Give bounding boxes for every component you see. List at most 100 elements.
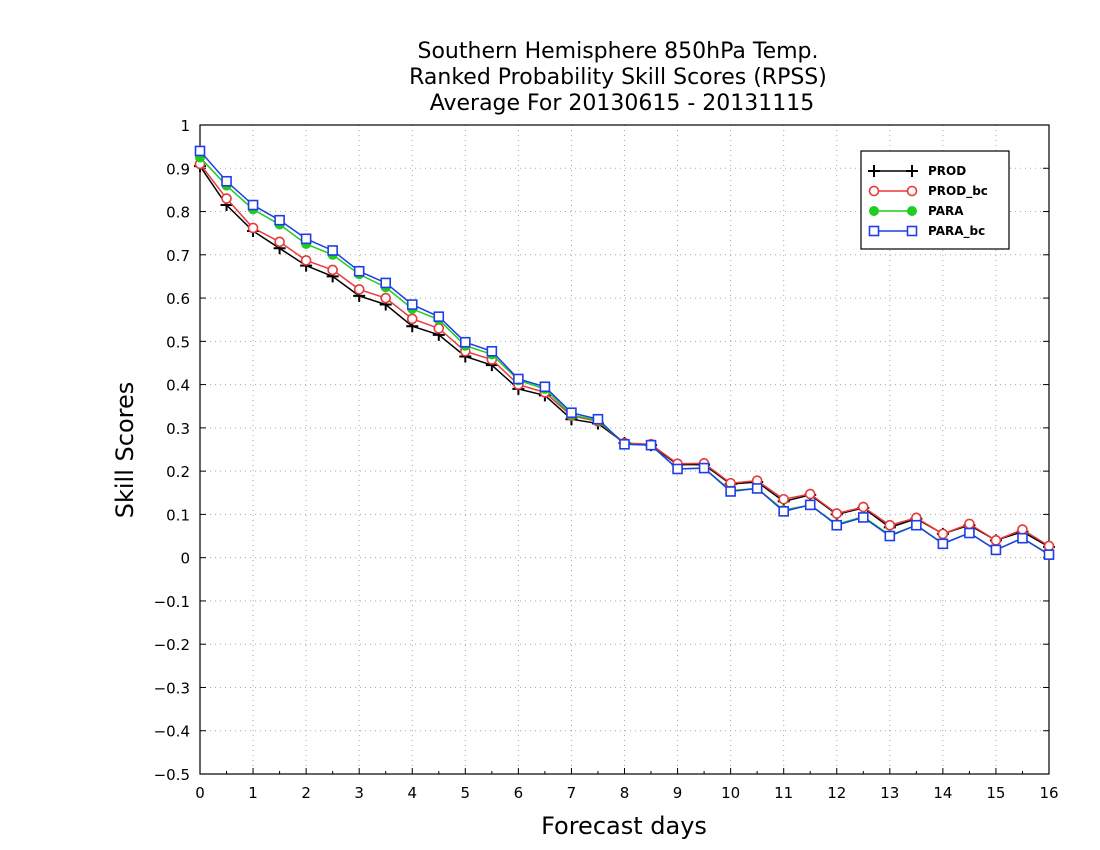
legend-item-prod-bc: PROD_bc	[868, 184, 988, 199]
data-point	[751, 483, 763, 494]
data-point	[353, 265, 365, 277]
x-tick-label: 4	[407, 784, 417, 802]
data-point	[804, 499, 816, 511]
data-point	[406, 299, 418, 310]
data-point	[274, 236, 285, 248]
data-point	[964, 518, 975, 530]
data-point	[513, 373, 524, 385]
y-tick-label: 0.1	[166, 506, 190, 524]
data-point	[1017, 532, 1028, 544]
x-tick-label: 3	[354, 784, 364, 802]
legend-box	[860, 150, 1010, 250]
title-line-3: Average For 20130615 - 20131115	[430, 91, 815, 116]
title-line-2: Ranked Probability Skill Scores (RPSS)	[409, 65, 827, 90]
y-tick-label: −0.2	[154, 636, 190, 654]
data-point	[884, 519, 896, 531]
y-tick-label: 0.9	[166, 160, 190, 178]
x-tick-label: 9	[673, 784, 683, 802]
data-point	[353, 284, 365, 295]
y-tick-label: −0.1	[154, 593, 190, 611]
y-tick-label: −0.3	[154, 679, 190, 697]
y-tick-label: 0	[180, 550, 190, 568]
data-point	[221, 175, 232, 187]
data-point	[884, 530, 896, 542]
data-point	[274, 214, 285, 226]
x-tick-labels: 0 1 2 3 4 5 6 7 8 9 10 11 12 13 14 15 16	[195, 784, 1058, 802]
x-tick-label: 0	[195, 784, 205, 802]
data-point	[911, 519, 922, 531]
legend-marker	[868, 165, 880, 177]
x-tick-label: 10	[721, 784, 740, 802]
data-point	[645, 439, 657, 451]
data-point	[300, 233, 312, 245]
data-point	[566, 407, 577, 419]
data-point	[380, 277, 392, 289]
x-tick-label: 5	[461, 784, 471, 802]
grid-lines	[200, 125, 1049, 774]
y-tick-label: 0.6	[166, 290, 190, 308]
x-tick-label: 1	[248, 784, 258, 802]
legend: PROD PROD_bc PARA PARA_bc	[860, 150, 1010, 250]
y-tick-labels: −0.5 −0.4 −0.3 −0.2 −0.1 0 0.1 0.2 0.3 0.4 0.5 0.6 0…	[154, 117, 190, 784]
data-point	[990, 535, 1002, 546]
x-tick-label: 8	[620, 784, 630, 802]
data-point	[698, 462, 710, 474]
y-tick-label: 1	[180, 117, 190, 135]
data-point	[433, 323, 445, 334]
data-point	[194, 145, 206, 157]
legend-marker	[868, 185, 880, 197]
x-tick-label: 14	[933, 784, 952, 802]
data-point	[327, 245, 338, 256]
y-tick-label: 0.5	[166, 333, 190, 351]
data-point	[804, 488, 816, 500]
data-point	[433, 311, 445, 322]
legend-marker	[868, 225, 880, 237]
y-tick-label: 0.3	[166, 420, 190, 438]
data-point	[831, 508, 843, 519]
legend-item-prod: PROD	[868, 164, 966, 178]
legend-label: PARA	[928, 204, 964, 218]
legend-label: PARA_bc	[928, 224, 985, 239]
y-tick-label: 0.2	[166, 463, 190, 481]
x-tick-label: 15	[986, 784, 1005, 802]
legend-label: PROD	[928, 164, 966, 178]
data-point	[857, 512, 869, 523]
data-point	[778, 506, 789, 517]
data-point	[1017, 524, 1028, 535]
x-tick-label: 12	[827, 784, 846, 802]
x-tick-label: 11	[774, 784, 793, 802]
data-point	[247, 199, 259, 211]
x-tick-label: 7	[567, 784, 577, 802]
data-point	[937, 528, 949, 540]
y-tick-label: 0.7	[166, 247, 190, 265]
data-point	[831, 519, 843, 531]
legend-marker	[906, 185, 918, 197]
legend-marker	[906, 225, 918, 237]
data-point	[672, 463, 683, 475]
legend-marker	[907, 206, 917, 216]
y-axis-label: Skill Scores	[111, 382, 139, 519]
x-tick-label: 16	[1039, 784, 1058, 802]
title-line-1: Southern Hemisphere 850hPa Temp.	[418, 39, 819, 64]
data-point	[486, 345, 498, 357]
data-point	[1043, 540, 1055, 552]
data-point	[619, 439, 630, 450]
data-series	[194, 145, 1055, 560]
x-tick-label: 6	[514, 784, 524, 802]
data-point	[221, 193, 232, 204]
x-tick-label: 13	[880, 784, 899, 802]
legend-label: PROD_bc	[928, 184, 988, 199]
data-point	[300, 255, 312, 266]
x-axis-label: Forecast days	[541, 812, 707, 840]
data-point	[406, 313, 418, 325]
legend-item-para-bc: PARA_bc	[868, 224, 985, 239]
legend-item-para: PARA	[869, 204, 964, 218]
data-point	[937, 538, 949, 550]
legend-marker	[906, 165, 918, 177]
data-point	[247, 222, 259, 234]
data-point	[539, 381, 551, 393]
y-tick-label: −0.4	[154, 723, 190, 741]
data-point	[857, 501, 869, 513]
data-point	[592, 413, 604, 425]
